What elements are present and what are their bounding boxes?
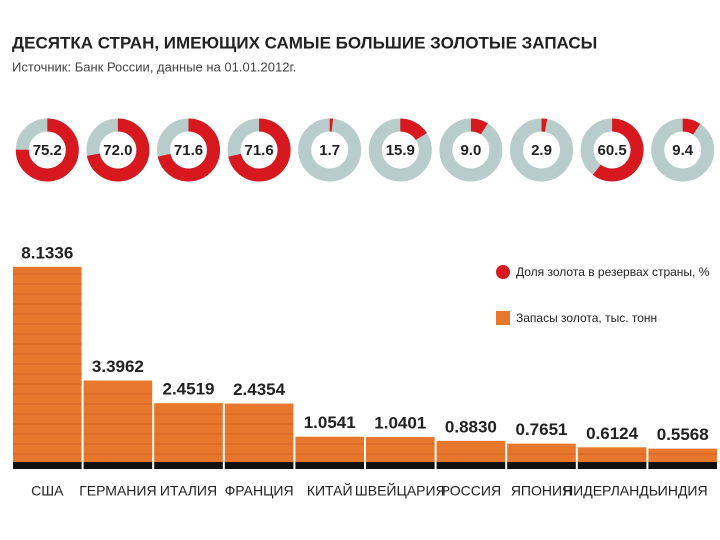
bar-label: 1.0541: [304, 413, 356, 432]
subtitle: Источник: Банк России, данные на 01.01.2…: [12, 59, 296, 74]
bar-label: 0.6124: [586, 424, 639, 443]
bar-foot: [436, 462, 506, 469]
bar-label: 0.5568: [657, 425, 709, 444]
bar-label: 1.0401: [374, 414, 426, 433]
bar: [295, 436, 364, 462]
bar: [366, 437, 435, 462]
bar: [154, 403, 223, 462]
donut-label: 9.0: [460, 142, 481, 159]
bar-foot: [507, 462, 576, 469]
donut-label: 75.2: [33, 142, 62, 159]
bar-label: 2.4354: [233, 380, 286, 399]
bar: [436, 440, 506, 462]
donut-label: 71.6: [244, 142, 273, 159]
bar-foot: [13, 462, 82, 469]
bar-foot: [154, 462, 223, 469]
bar-foot: [577, 462, 647, 469]
legend-label: Запасы золота, тыс. тонн: [516, 311, 657, 325]
bar: [83, 380, 153, 462]
bar-foot: [224, 462, 294, 469]
x-tick-label: ФРАНЦИЯ: [225, 483, 294, 499]
x-tick-label: ГЕРМАНИЯ: [79, 483, 156, 499]
bar-label: 0.8830: [445, 417, 497, 436]
donut-arc: [470, 118, 488, 135]
bar-label: 3.3962: [92, 357, 144, 376]
donut-label: 9.4: [672, 142, 694, 159]
bar: [507, 443, 576, 462]
title: ДЕСЯТКА СТРАН, ИМЕЮЩИХ САМЫЕ БОЛЬШИЕ ЗОЛ…: [12, 33, 597, 52]
x-tick-label: США: [31, 483, 64, 499]
bar: [577, 447, 647, 462]
x-tick-label: КИТАЙ: [307, 482, 353, 499]
bar-label: 2.4519: [163, 380, 215, 399]
donut-label: 72.0: [103, 142, 132, 159]
donut-arc: [399, 118, 427, 141]
donut-arc: [157, 118, 220, 182]
x-tick-label: ИНДИЯ: [658, 483, 708, 499]
x-tick-label: ШВЕЙЦАРИЯ: [355, 482, 446, 499]
bar-label: 0.7651: [516, 420, 568, 439]
donut-arc: [682, 118, 701, 135]
x-tick-label: ЯПОНИЯ: [511, 483, 572, 499]
bar: [648, 448, 717, 462]
bar-foot: [83, 462, 153, 469]
bar-foot: [648, 462, 717, 469]
donut-arc: [592, 118, 644, 182]
bar-label: 8.1336: [21, 243, 73, 262]
donut-label: 2.9: [531, 142, 552, 159]
bar: [13, 266, 82, 462]
x-tick-label: РОССИЯ: [441, 483, 501, 499]
donut-arc: [228, 118, 291, 182]
donut-label: 1.7: [319, 142, 340, 159]
donut-label: 15.9: [386, 142, 415, 159]
bar-foot: [366, 462, 435, 469]
donut-arc: [15, 118, 79, 182]
donut-label: 71.6: [174, 142, 203, 159]
donut-arc: [86, 118, 150, 182]
legend-label: Доля золота в резервах страны, %: [516, 265, 710, 279]
bar-foot: [295, 462, 364, 469]
bar: [224, 403, 294, 462]
legend-swatch: [496, 265, 510, 279]
legend-swatch: [496, 311, 510, 325]
x-tick-label: НИДЕРЛАНДЫ: [563, 483, 661, 499]
donut-label: 60.5: [597, 142, 626, 159]
x-tick-label: ИТАЛИЯ: [160, 483, 217, 499]
